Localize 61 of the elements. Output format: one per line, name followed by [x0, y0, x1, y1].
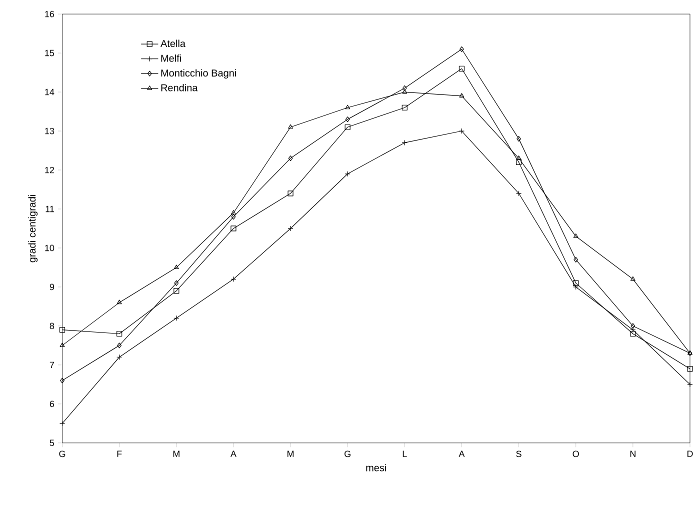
point — [230, 210, 236, 214]
point — [116, 300, 122, 304]
x-tick-label: F — [117, 450, 122, 457]
y-tick-label: 5 — [50, 440, 54, 446]
point — [460, 46, 464, 52]
point — [288, 155, 293, 162]
point — [574, 256, 578, 262]
point — [59, 326, 66, 333]
y-tick-label: 7 — [50, 362, 54, 368]
y-tick-label: 6 — [50, 400, 54, 408]
y-tick-label: 8 — [50, 322, 54, 330]
point — [174, 264, 179, 269]
y-tick-label: 13 — [45, 128, 54, 134]
point — [174, 288, 180, 294]
x-tick-label: M — [288, 450, 294, 457]
legend-label: Monticchio Bagni — [161, 69, 236, 78]
point — [288, 190, 294, 196]
legend-label: Melfi — [161, 54, 181, 62]
point — [345, 116, 350, 122]
point — [402, 89, 408, 94]
y-axis-title: gradi centigradi — [28, 194, 38, 262]
point — [630, 330, 636, 336]
y-tick-label: 10 — [45, 244, 54, 252]
y-tick-label: 12 — [45, 166, 54, 174]
x-axis-title: mesi — [366, 464, 386, 472]
x-tick-label: L — [402, 450, 407, 457]
point — [573, 280, 579, 286]
point — [573, 233, 578, 238]
y-tick-label: 9 — [50, 284, 54, 290]
point — [630, 276, 636, 281]
point — [687, 366, 693, 372]
x-tick-label: M — [173, 450, 180, 457]
point — [174, 280, 179, 286]
legend-label: Rendina — [161, 84, 198, 92]
point — [230, 226, 236, 232]
x-tick-label: D — [687, 450, 693, 457]
x-tick-label: S — [516, 450, 522, 457]
point — [117, 342, 122, 348]
x-tick-label: A — [458, 450, 465, 457]
point — [116, 330, 122, 336]
x-tick-label: O — [572, 450, 579, 457]
point — [345, 104, 350, 110]
y-tick-label: 16 — [45, 10, 54, 18]
point — [344, 124, 350, 130]
point — [402, 85, 407, 91]
x-tick-label: G — [59, 450, 66, 457]
point — [516, 159, 522, 165]
point — [402, 104, 408, 110]
point — [459, 93, 464, 98]
y-tick-label: 11 — [46, 206, 54, 212]
point — [458, 66, 465, 72]
legend-label: Atella — [160, 40, 186, 47]
y-tick-label: 14 — [45, 88, 54, 96]
point — [231, 214, 236, 220]
point — [288, 124, 293, 129]
x-tick-label: N — [630, 450, 636, 457]
point — [516, 155, 522, 160]
x-tick-label: G — [344, 450, 350, 457]
y-tick-label: 15 — [45, 50, 54, 56]
x-tick-label: A — [230, 450, 236, 457]
point — [630, 323, 636, 329]
